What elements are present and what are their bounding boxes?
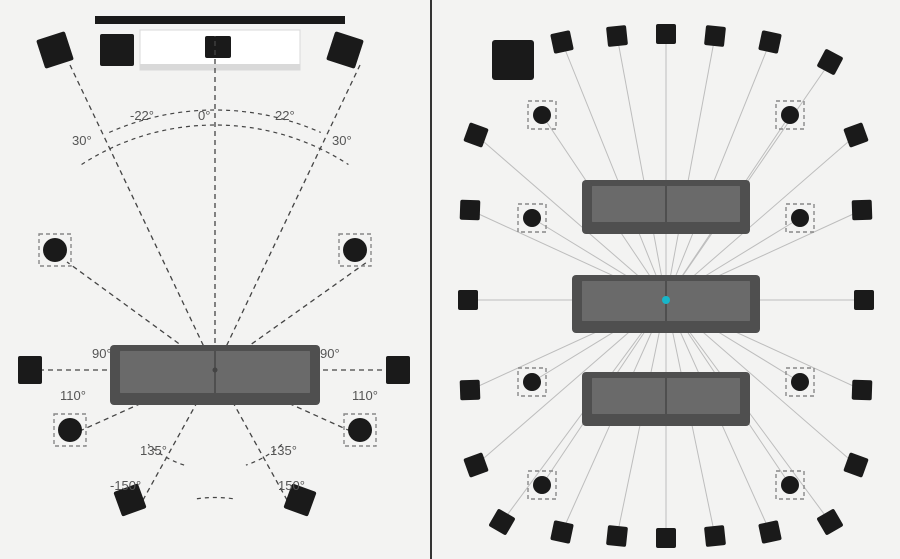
perimeter-speaker: [852, 200, 873, 221]
angle-label: 22°: [275, 108, 295, 123]
perimeter-speaker: [854, 290, 874, 310]
perimeter-speaker: [460, 200, 481, 221]
listener-point: [213, 368, 218, 373]
perimeter-speaker: [606, 25, 628, 47]
subwoofer: [100, 34, 134, 66]
perimeter-speaker: [704, 525, 726, 547]
speaker-side: [386, 356, 410, 384]
speaker-layout-diagram: 0° -22° 22° 30° 30° 90° 90° 110° 110° 135° 135° -15…: [0, 0, 900, 559]
speaker-side: [18, 356, 42, 384]
angle-label: 110°: [60, 388, 86, 403]
angle-label: 90°: [320, 346, 340, 361]
listener-point: [662, 296, 670, 304]
center-speaker: [205, 36, 231, 58]
angle-label: 0°: [198, 108, 210, 123]
angle-label: -150°: [110, 478, 141, 493]
perimeter-speaker: [852, 380, 873, 401]
perimeter-speaker: [606, 525, 628, 547]
perimeter-speaker: [758, 520, 782, 544]
perimeter-speaker: [704, 25, 726, 47]
right-room-panel: [432, 0, 900, 559]
perimeter-speaker: [656, 24, 676, 44]
angle-label: -22°: [130, 108, 154, 123]
perimeter-speaker: [550, 520, 574, 544]
angle-label: 135°: [140, 443, 167, 458]
perimeter-speaker: [656, 528, 676, 548]
angle-label: 30°: [72, 133, 92, 148]
screen-bar: [95, 16, 345, 24]
angle-label: 30°: [332, 133, 352, 148]
perimeter-speaker: [458, 290, 478, 310]
perimeter-speaker: [550, 30, 574, 54]
perimeter-speaker: [758, 30, 782, 54]
angle-label: 110°: [352, 388, 378, 403]
angle-label: 135°: [270, 443, 297, 458]
angle-label: 90°: [92, 346, 112, 361]
perimeter-speaker: [460, 380, 481, 401]
angle-label: 150°: [278, 478, 305, 493]
subwoofer: [492, 40, 534, 80]
left-room-panel: 0° -22° 22° 30° 30° 90° 90° 110° 110° 135° 135° -15…: [0, 0, 430, 559]
